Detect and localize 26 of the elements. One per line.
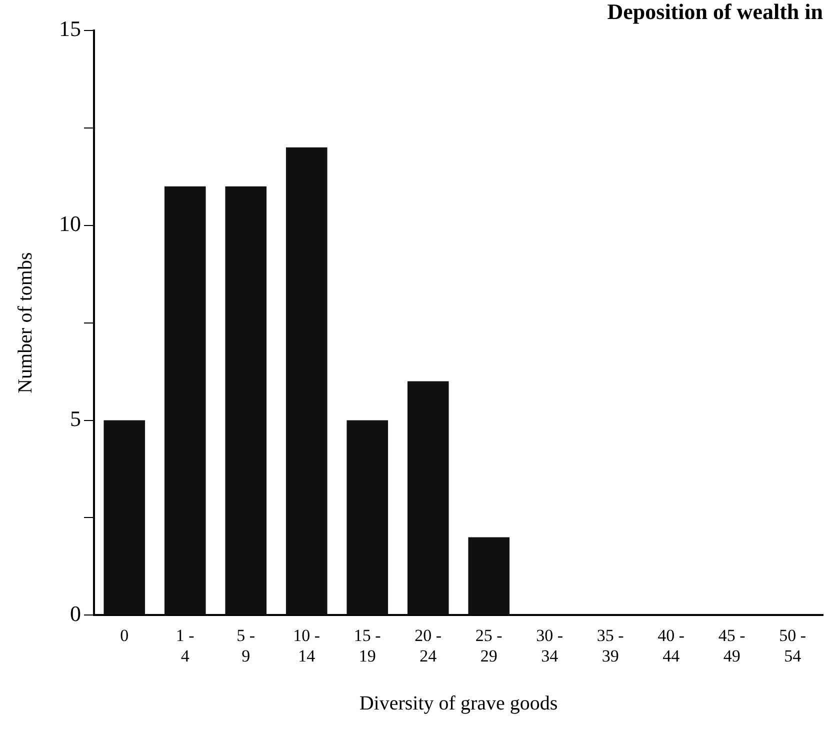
bar (346, 420, 388, 615)
bar (225, 186, 267, 615)
y-tick-label: 5 (70, 406, 81, 432)
x-tick-label: 40 - 44 (658, 626, 685, 666)
x-tick-label: 10 - 14 (293, 626, 320, 666)
x-axis-title: Diversity of grave goods (359, 692, 558, 714)
x-tick-label: 1 - 4 (176, 626, 195, 666)
x-tick-label: 0 (120, 626, 129, 645)
x-tick-label: 5 - 9 (236, 626, 256, 666)
bar (407, 381, 449, 615)
x-tick-label: 45 - 49 (718, 626, 746, 666)
bar (164, 186, 206, 615)
bar (286, 147, 328, 615)
x-tick-label: 15 - 19 (354, 626, 382, 666)
bar (104, 420, 146, 615)
x-tick-label: 30 - 34 (536, 626, 564, 666)
x-tick-label: 50 - 54 (779, 626, 806, 666)
x-tick-label: 25 - 29 (475, 626, 503, 666)
bar (468, 537, 510, 615)
x-tick-label: 20 - 24 (414, 626, 442, 666)
y-tick-label: 0 (70, 600, 81, 626)
y-tick-label: 15 (59, 16, 81, 42)
y-tick-label: 10 (59, 211, 81, 236)
y-axis-title: Number of tombs (14, 252, 36, 394)
x-tick-label: 35 - 39 (596, 626, 624, 666)
chart-title: Deposition of wealth in (607, 0, 823, 24)
